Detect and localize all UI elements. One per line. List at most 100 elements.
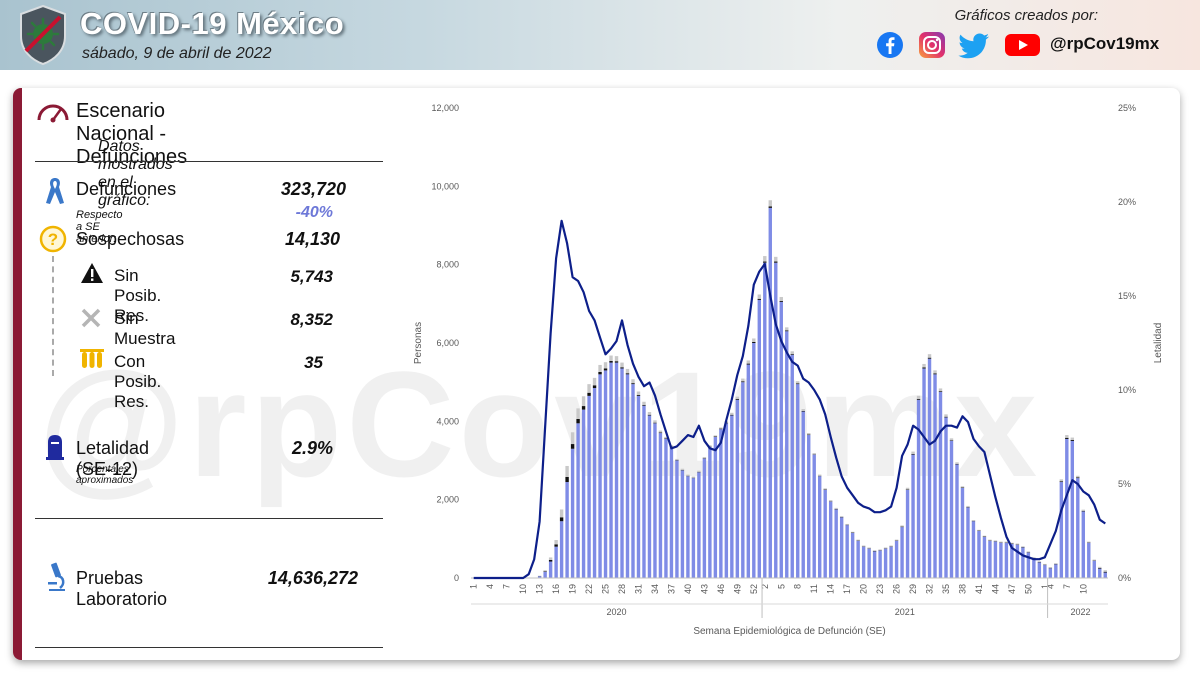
bar-defunciones (1010, 543, 1014, 578)
bar-defunciones (603, 370, 608, 578)
bar-defunciones (581, 409, 586, 578)
bar-sin-posib (647, 414, 652, 416)
social-handle[interactable]: @rpCov19mx (1050, 34, 1160, 53)
bar-defunciones (971, 521, 976, 578)
bar-defunciones (587, 395, 591, 578)
bar-defunciones (768, 207, 772, 578)
bar-sin-posib (1098, 568, 1102, 569)
instagram-icon[interactable] (918, 31, 946, 59)
x-tick-label: 29 (908, 584, 918, 594)
y2-axis-title: Letalidad (1153, 323, 1164, 364)
bar-defunciones (878, 550, 882, 578)
x-tick-label: 47 (1007, 584, 1017, 594)
x-tick-label: 52 (749, 584, 759, 594)
x-tick-label: 22 (584, 584, 594, 594)
twitter-icon[interactable] (958, 31, 990, 59)
bar-sin-posib (570, 444, 575, 449)
bar-defunciones (559, 521, 564, 578)
bar-defunciones (1021, 547, 1025, 578)
bar-defunciones (713, 437, 718, 578)
bar-defunciones (697, 472, 701, 578)
x-tick-label: 5 (776, 584, 786, 589)
microscope-icon (48, 562, 65, 591)
previous-week-note: Respecto a SE anterior: (76, 209, 123, 245)
bar-sospechosas (763, 256, 767, 262)
cross-icon (81, 308, 101, 328)
card-accent-bar (13, 88, 22, 660)
bar-sospechosas (878, 549, 882, 551)
bar-sin-posib (576, 418, 580, 424)
bar-defunciones (894, 540, 899, 578)
bar-defunciones (1092, 560, 1096, 578)
x-tick-label: 40 (683, 584, 693, 594)
bar-defunciones (609, 362, 613, 578)
bar-defunciones (763, 262, 767, 578)
bar-defunciones (955, 464, 959, 578)
x-tick-label: 44 (990, 584, 1000, 594)
sin-posib-label: Sin Posib. Res. (114, 266, 162, 325)
x-tick-label: 38 (957, 584, 967, 594)
bar-sospechosas (664, 436, 668, 439)
bar-sin-posib (763, 261, 767, 263)
bar-defunciones (872, 551, 877, 578)
x-tick-label: 11 (809, 584, 819, 593)
bar-defunciones (686, 476, 690, 578)
bar-defunciones (708, 446, 712, 578)
data-shown-label: Datos mostrados en el gráfico: (98, 138, 173, 209)
bar-sospechosas (922, 363, 926, 368)
x-tick-label: 8 (793, 584, 803, 589)
bar-defunciones (691, 478, 696, 578)
pruebas-label: Pruebas Laboratorio (76, 568, 168, 609)
bar-defunciones (642, 405, 646, 578)
bar-defunciones (828, 501, 833, 578)
bar-defunciones (823, 489, 827, 578)
bar-sin-posib (752, 341, 756, 343)
bar-defunciones (999, 542, 1003, 578)
x-tick-label: 10 (1078, 584, 1088, 594)
facebook-icon[interactable] (876, 31, 904, 59)
x-tick-label: 4 (1045, 584, 1055, 589)
bar-sin-posib (614, 361, 619, 363)
bar-sospechosas (741, 378, 745, 382)
bar-sin-posib (774, 261, 778, 263)
bar-defunciones (801, 411, 805, 578)
deaths-chart: 0 2,000 4,000 6,000 8,000 10,000 12,000 0% 5% 10%… (413, 103, 1164, 637)
bar-defunciones (796, 384, 800, 578)
bar-sospechosas (609, 355, 613, 362)
bar-sospechosas (785, 327, 789, 331)
y2-tick-label: 0% (1118, 573, 1131, 583)
bar-sin-posib (554, 544, 558, 547)
bar-sospechosas (565, 465, 569, 477)
bar-sospechosas (730, 412, 734, 415)
bar-sospechosas (966, 505, 970, 508)
bar-defunciones (774, 262, 778, 578)
main-card: @rpCov19mx Escenario Nacional - Defuncio… (13, 88, 1180, 660)
bar-sospechosas (691, 476, 696, 478)
youtube-icon[interactable] (1004, 31, 1041, 59)
bar-sospechosas (993, 540, 998, 542)
bar-sin-posib (620, 367, 624, 369)
bar-sospechosas (576, 408, 580, 419)
bar-sin-posib (1081, 510, 1085, 512)
bar-defunciones (680, 470, 685, 578)
divider (35, 161, 383, 162)
year-label: 2020 (607, 607, 627, 617)
bar-sin-posib (1070, 439, 1075, 441)
bar-sospechosas (850, 531, 855, 533)
bar-defunciones (1015, 544, 1020, 578)
divider (35, 647, 383, 648)
year-label: 2021 (895, 607, 915, 617)
bar-sospechosas (752, 338, 756, 342)
bar-sospechosas (834, 507, 838, 510)
bar-sospechosas (1059, 479, 1064, 482)
letalidad-line (473, 219, 1106, 580)
bar-sospechosas (554, 540, 558, 545)
bar-sospechosas (658, 430, 663, 433)
bar-sospechosas (1054, 563, 1058, 564)
sin-muestra-value: 8,352 (290, 310, 333, 329)
y2-tick-label: 5% (1118, 479, 1131, 489)
bar-sospechosas (807, 433, 811, 435)
bar-defunciones (982, 536, 987, 578)
y2-tick-label: 20% (1118, 197, 1136, 207)
bar-sin-posib (949, 440, 954, 441)
